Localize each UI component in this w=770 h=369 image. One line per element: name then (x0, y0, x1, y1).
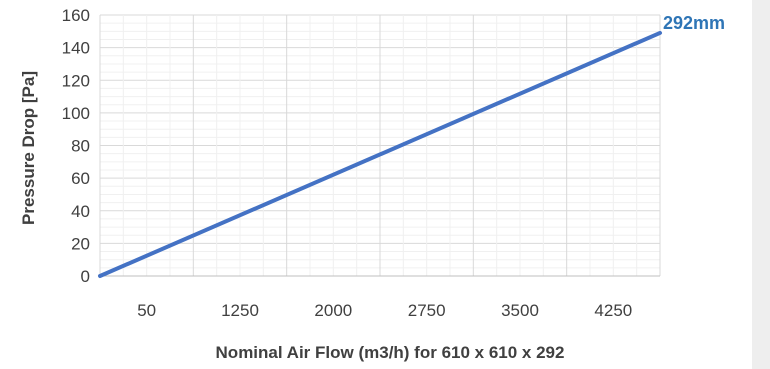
x-tick-label: 4250 (594, 301, 632, 320)
x-tick-label: 2750 (408, 301, 446, 320)
y-tick-label: 160 (62, 6, 90, 25)
x-tick-label: 2000 (314, 301, 352, 320)
x-axis-title: Nominal Air Flow (m3/h) for 610 x 610 x … (216, 343, 565, 362)
x-tick-label: 3500 (501, 301, 539, 320)
x-tick-label: 50 (137, 301, 156, 320)
labels-layer: 0 20 40 60 80 100 120 140 160 50 1250 2000 2750 3500 4… (62, 6, 725, 320)
y-tick-label: 80 (71, 137, 90, 156)
y-tick-label: 140 (62, 39, 90, 58)
y-tick-label: 100 (62, 104, 90, 123)
side-panel (752, 0, 770, 369)
x-tick-label: 1250 (221, 301, 259, 320)
y-tick-label: 0 (81, 267, 90, 286)
y-tick-label: 60 (71, 169, 90, 188)
y-tick-label: 20 (71, 234, 90, 253)
series-layer (98, 30, 662, 278)
y-tick-label: 120 (62, 71, 90, 90)
series-label: 292mm (663, 13, 725, 33)
series-line (98, 30, 662, 278)
grid (99, 14, 661, 277)
y-axis-title: Pressure Drop [Pa] (19, 71, 38, 225)
pressure-drop-chart: 0 20 40 60 80 100 120 140 160 50 1250 2000 2750 3500 4… (19, 6, 725, 362)
y-tick-label: 40 (71, 202, 90, 221)
